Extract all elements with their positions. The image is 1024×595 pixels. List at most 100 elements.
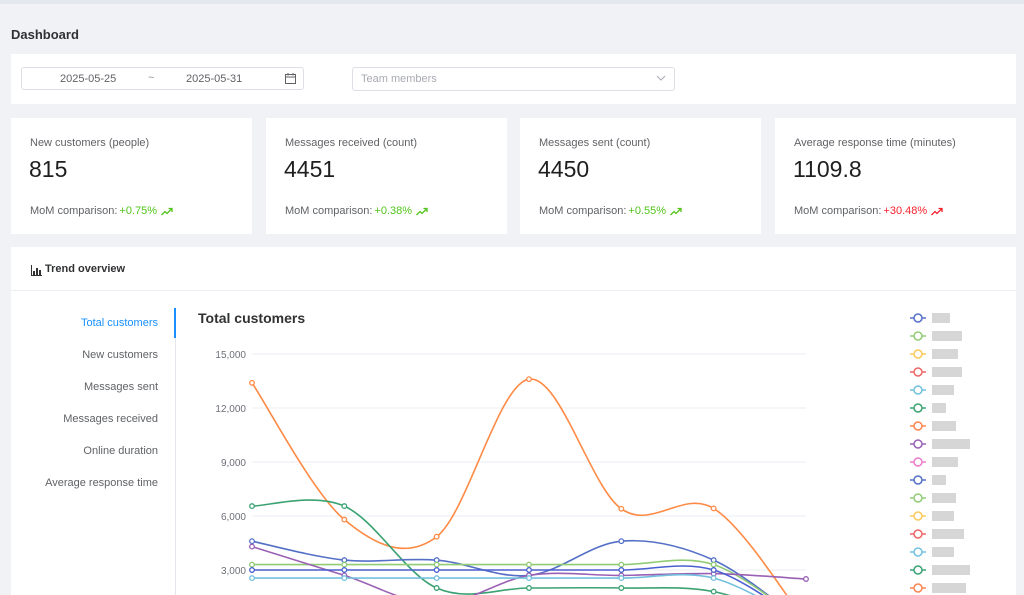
mom-value: +30.48%	[883, 205, 928, 217]
legend-item[interactable]	[910, 547, 954, 557]
trend-up-icon	[670, 207, 682, 216]
y-tick-label: 3,000	[221, 566, 246, 577]
data-point[interactable]	[710, 561, 717, 568]
menu-item-total-customers[interactable]: Total customers	[80, 317, 158, 329]
menu-item-average-response-time[interactable]: Average response time	[45, 477, 158, 489]
data-point[interactable]	[433, 585, 440, 591]
data-point[interactable]	[618, 505, 625, 512]
mom-label: MoM comparison:	[285, 205, 373, 217]
data-point[interactable]	[249, 379, 255, 386]
legend-item[interactable]	[910, 475, 946, 485]
mom-value: +0.55%	[628, 205, 667, 217]
data-point[interactable]	[710, 505, 717, 512]
stat-card-messages-received: Messages received (count) 4451 MoM compa…	[266, 118, 507, 234]
trend-title: Trend overview	[45, 263, 126, 275]
data-point[interactable]	[433, 533, 440, 540]
menu-item-messages-received[interactable]: Messages received	[63, 413, 158, 425]
data-point[interactable]	[433, 575, 440, 582]
stat-label: New customers (people)	[30, 137, 150, 149]
data-point[interactable]	[249, 503, 255, 510]
team-members-select[interactable]: Team members	[352, 67, 675, 91]
legend-item[interactable]	[910, 583, 966, 593]
menu-divider	[175, 309, 176, 595]
data-point[interactable]	[618, 567, 625, 573]
mom-value: +0.75%	[119, 205, 158, 217]
stat-card-avg-response-time: Average response time (minutes) 1109.8 M…	[775, 118, 1016, 234]
date-range-picker[interactable]: 2025-05-25 ~ 2025-05-31	[21, 67, 304, 90]
stat-mom: MoM comparison: +0.38%	[285, 205, 428, 217]
data-point[interactable]	[249, 567, 255, 573]
legend-item[interactable]	[910, 313, 950, 323]
team-members-placeholder: Team members	[361, 73, 437, 85]
data-point[interactable]	[618, 585, 625, 591]
data-point[interactable]	[618, 561, 625, 568]
calendar-icon[interactable]	[285, 73, 296, 87]
menu-item-messages-sent[interactable]: Messages sent	[84, 381, 158, 393]
data-point[interactable]	[710, 575, 717, 582]
data-point[interactable]	[618, 538, 625, 545]
top-border	[0, 0, 1024, 4]
data-point[interactable]	[526, 585, 532, 591]
data-point[interactable]	[249, 538, 255, 545]
legend-item[interactable]	[910, 565, 970, 575]
trend-up-icon	[161, 207, 173, 216]
stat-label: Average response time (minutes)	[794, 137, 956, 149]
legend-item[interactable]	[910, 457, 958, 467]
data-point[interactable]	[803, 576, 809, 582]
data-point[interactable]	[341, 516, 348, 523]
y-tick-label: 9,000	[221, 458, 246, 469]
mom-label: MoM comparison:	[539, 205, 627, 217]
bar-chart-icon	[31, 263, 42, 281]
stat-mom: MoM comparison: +30.48%	[794, 205, 943, 217]
data-point[interactable]	[710, 567, 717, 573]
start-date[interactable]: 2025-05-25	[60, 73, 117, 85]
y-tick-label: 12,000	[215, 404, 246, 415]
data-point[interactable]	[618, 575, 625, 582]
legend-item[interactable]	[910, 403, 946, 413]
data-point[interactable]	[249, 575, 255, 582]
data-point[interactable]	[341, 561, 348, 568]
stat-value: 4451	[284, 156, 336, 182]
trend-up-icon	[416, 207, 428, 216]
stat-label: Messages sent (count)	[539, 137, 651, 149]
data-point[interactable]	[526, 575, 532, 582]
legend-item[interactable]	[910, 493, 956, 503]
data-point[interactable]	[710, 588, 717, 595]
data-point[interactable]	[433, 561, 440, 568]
y-tick-label: 6,000	[221, 512, 246, 523]
stat-value: 815	[29, 156, 68, 182]
mom-value: +0.38%	[374, 205, 413, 217]
chevron-down-icon	[656, 73, 666, 86]
stat-value: 4450	[538, 156, 590, 182]
stat-card-new-customers: New customers (people) 815 MoM compariso…	[11, 118, 252, 234]
legend-item[interactable]	[910, 367, 962, 377]
stat-card-messages-sent: Messages sent (count) 4450 MoM compariso…	[520, 118, 761, 234]
date-separator: ~	[148, 72, 155, 84]
trend-overview-panel: Trend overview Total customers New custo…	[11, 247, 1016, 595]
legend-item[interactable]	[910, 385, 954, 395]
data-point[interactable]	[526, 376, 532, 383]
legend-item[interactable]	[910, 421, 956, 431]
data-point[interactable]	[341, 575, 348, 582]
menu-item-online-duration[interactable]: Online duration	[83, 445, 158, 457]
data-point[interactable]	[526, 561, 532, 568]
trend-header: Trend overview	[11, 247, 1016, 291]
legend-item[interactable]	[910, 511, 954, 521]
legend-item[interactable]	[910, 331, 962, 341]
mom-label: MoM comparison:	[794, 205, 882, 217]
end-date[interactable]: 2025-05-31	[186, 73, 243, 85]
data-point[interactable]	[249, 561, 255, 568]
chart-title: Total customers	[198, 310, 306, 326]
data-point[interactable]	[526, 567, 532, 573]
filter-bar: 2025-05-25 ~ 2025-05-31 Team members	[11, 54, 1016, 104]
legend-item[interactable]	[910, 529, 964, 539]
menu-item-new-customers[interactable]: New customers	[82, 349, 158, 361]
legend-item[interactable]	[910, 439, 970, 449]
legend-item[interactable]	[910, 349, 958, 359]
page-title: Dashboard	[11, 27, 79, 42]
data-point[interactable]	[433, 567, 440, 573]
data-point[interactable]	[341, 503, 348, 510]
trend-up-icon	[931, 207, 943, 216]
data-point[interactable]	[249, 543, 255, 550]
data-point[interactable]	[341, 567, 348, 573]
